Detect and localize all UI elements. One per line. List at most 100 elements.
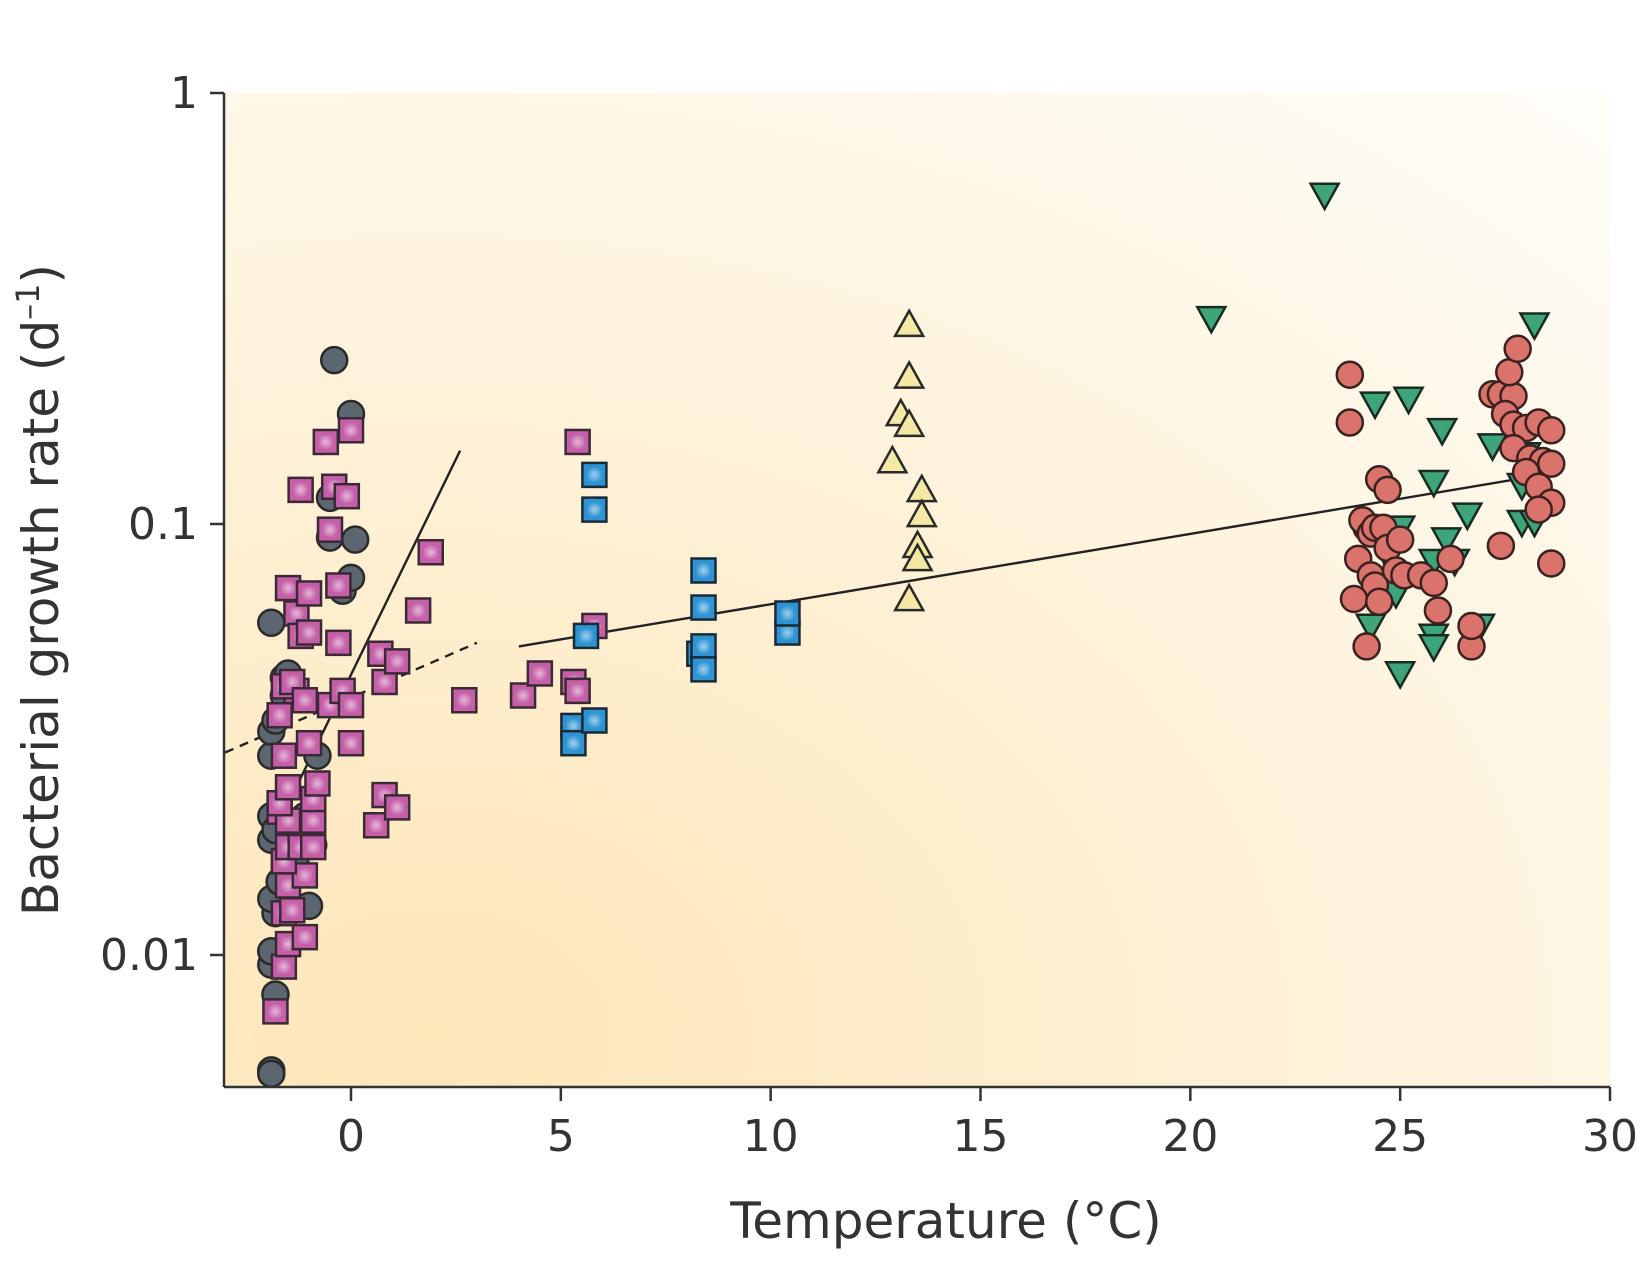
y-axis-title-close: ) [12,264,70,284]
circle-marker [1419,568,1448,598]
triangle-down-marker [1417,633,1450,663]
circle-marker [1457,611,1486,641]
square-marker-highlight [318,434,333,449]
square-marker-highlight [587,713,602,728]
square-marker-highlight [302,736,317,751]
circle-marker [257,608,286,638]
square-marker-highlight [373,646,388,661]
x-tick-label: 0 [337,1111,365,1162]
triangle-down-marker [1195,305,1228,335]
square-marker-highlight [302,586,317,601]
y-axis-title: Bacterial growth rate (d–1) [9,264,70,916]
square-marker-highlight [331,578,346,593]
square-marker-highlight [696,639,711,654]
square-marker-highlight [780,625,795,640]
square-marker-highlight [339,489,354,504]
triangle-up-marker [901,542,934,572]
x-tick-label: 30 [1582,1111,1638,1162]
circle-marker [1364,587,1394,617]
triangle-down-marker [1384,661,1417,691]
circle-marker [1335,360,1365,389]
square-marker [333,482,361,510]
circle-marker [1536,416,1566,445]
triangle-down-marker [1451,502,1484,532]
triangle-up-marker [893,582,926,612]
y-tick-label: 0.01 [100,930,198,981]
square-marker-highlight [281,780,296,795]
x-tick-label: 5 [547,1111,575,1162]
square-marker-highlight [423,545,438,560]
y-ticks: 0.01 0.1 1 [100,68,224,981]
x-ticks: 0 5 10 15 20 25 30 [337,1087,1638,1162]
square-marker-highlight [276,748,291,763]
circle-marker [1536,449,1566,478]
square-marker-highlight [281,813,296,828]
triangle-down-marker [1308,182,1341,212]
square-marker-highlight [297,693,312,708]
y-tick-label: 0.1 [128,499,198,550]
square-marker-highlight [579,628,594,643]
square-marker-highlight [331,635,346,650]
triangle-down-marker [1354,613,1387,643]
square-marker-highlight [268,1004,283,1019]
square-marker-highlight [411,603,426,618]
square-marker-highlight [272,708,287,723]
x-tick-label: 20 [1162,1111,1218,1162]
circle-marker [1536,549,1566,578]
square-marker-highlight [285,903,300,918]
square-marker-highlight [306,813,321,828]
triangle-down-marker [1518,312,1551,342]
triangle-up-marker [876,444,909,474]
circle-marker [1436,544,1465,574]
square-marker-highlight [302,625,317,640]
square-marker-highlight [297,868,312,883]
axes [222,93,1610,1089]
x-tick-label: 10 [743,1111,799,1162]
square-marker-highlight [344,698,358,713]
circle-marker [1373,475,1402,505]
dashed-fit-line [224,641,478,754]
circle-marker [1524,495,1553,524]
square-marker-highlight [570,683,585,698]
triangle-up-marker [893,308,926,338]
circle-marker [257,1059,286,1089]
circle-marker [1503,334,1532,364]
square-marker-highlight [281,581,296,596]
y-axis-title-main: Bacterial growth rate (d [12,320,70,916]
square-marker [266,701,293,729]
triangle-down-marker [1417,469,1450,499]
x-axis-title: Temperature (°C) [729,1192,1162,1250]
square-marker-highlight [566,736,581,751]
square-marker-highlight [310,776,325,791]
y-axis-title-superscript: –1 [9,283,47,319]
square-marker-highlight [377,674,392,689]
square-marker-highlight [587,467,602,482]
square-marker-highlight [289,606,304,621]
square-marker [581,496,608,523]
square-marker-highlight [780,606,795,621]
square-marker-highlight [281,937,296,952]
data-markers [257,182,1566,1089]
square-marker-highlight [566,718,581,733]
square-marker-highlight [570,434,585,449]
square-marker-highlight [285,674,300,689]
triangle-up-marker [893,359,926,389]
square-marker-highlight [369,818,384,833]
circle-marker [1352,632,1381,661]
triangle-down-marker [1392,386,1425,416]
square-marker-highlight [516,688,531,703]
square-marker [572,622,600,650]
square-marker-highlight [276,959,291,974]
square-marker-highlight [457,693,472,708]
circle-marker [1495,357,1524,387]
triangle-down-marker [1426,417,1459,447]
square-marker-highlight [306,840,321,855]
triangle-up-marker [905,498,938,528]
square-marker-highlight [344,736,358,751]
square-marker-highlight [390,654,405,669]
triangle-down-marker [1430,527,1463,557]
square-marker-highlight [587,502,602,517]
circle-marker [1385,525,1415,554]
circle-marker [1339,584,1369,614]
